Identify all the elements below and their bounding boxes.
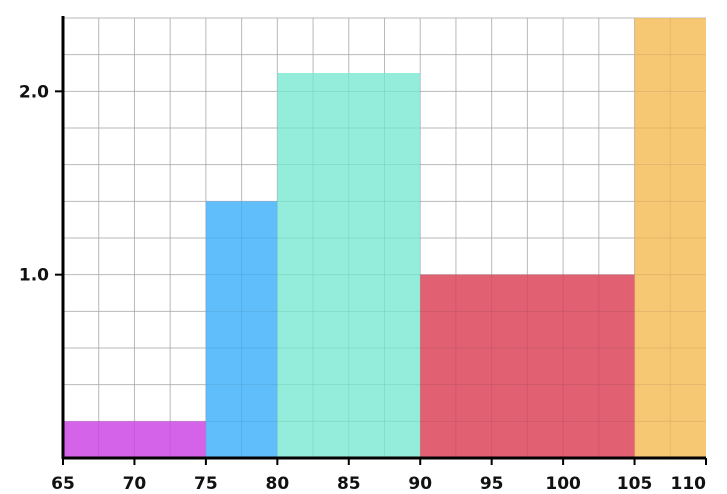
bars bbox=[63, 17, 706, 459]
histogram-bar bbox=[205, 201, 278, 459]
x-tick-label: 65 bbox=[51, 474, 75, 494]
x-tick-label: 75 bbox=[194, 474, 218, 494]
tick-labels: 65 70 75 80 85 90 95 100 105 110 1.0 2.0 bbox=[19, 82, 706, 494]
y-tick-label: 1.0 bbox=[19, 266, 49, 286]
y-tick-label: 2.0 bbox=[19, 82, 49, 102]
histogram-bar bbox=[277, 73, 421, 458]
x-tick-label: 80 bbox=[265, 474, 289, 494]
histogram-bar bbox=[63, 421, 206, 458]
axes bbox=[55, 16, 707, 465]
x-tick-label: 100 bbox=[545, 474, 581, 494]
histogram-bar bbox=[634, 18, 706, 458]
x-tick-label: 70 bbox=[123, 474, 147, 494]
x-tick-label: 110 bbox=[671, 474, 707, 494]
x-tick-label: 105 bbox=[617, 474, 653, 494]
x-tick-label: 95 bbox=[480, 474, 504, 494]
x-tick-label: 90 bbox=[408, 474, 432, 494]
histogram-bar bbox=[420, 274, 635, 458]
x-tick-label: 85 bbox=[337, 474, 361, 494]
